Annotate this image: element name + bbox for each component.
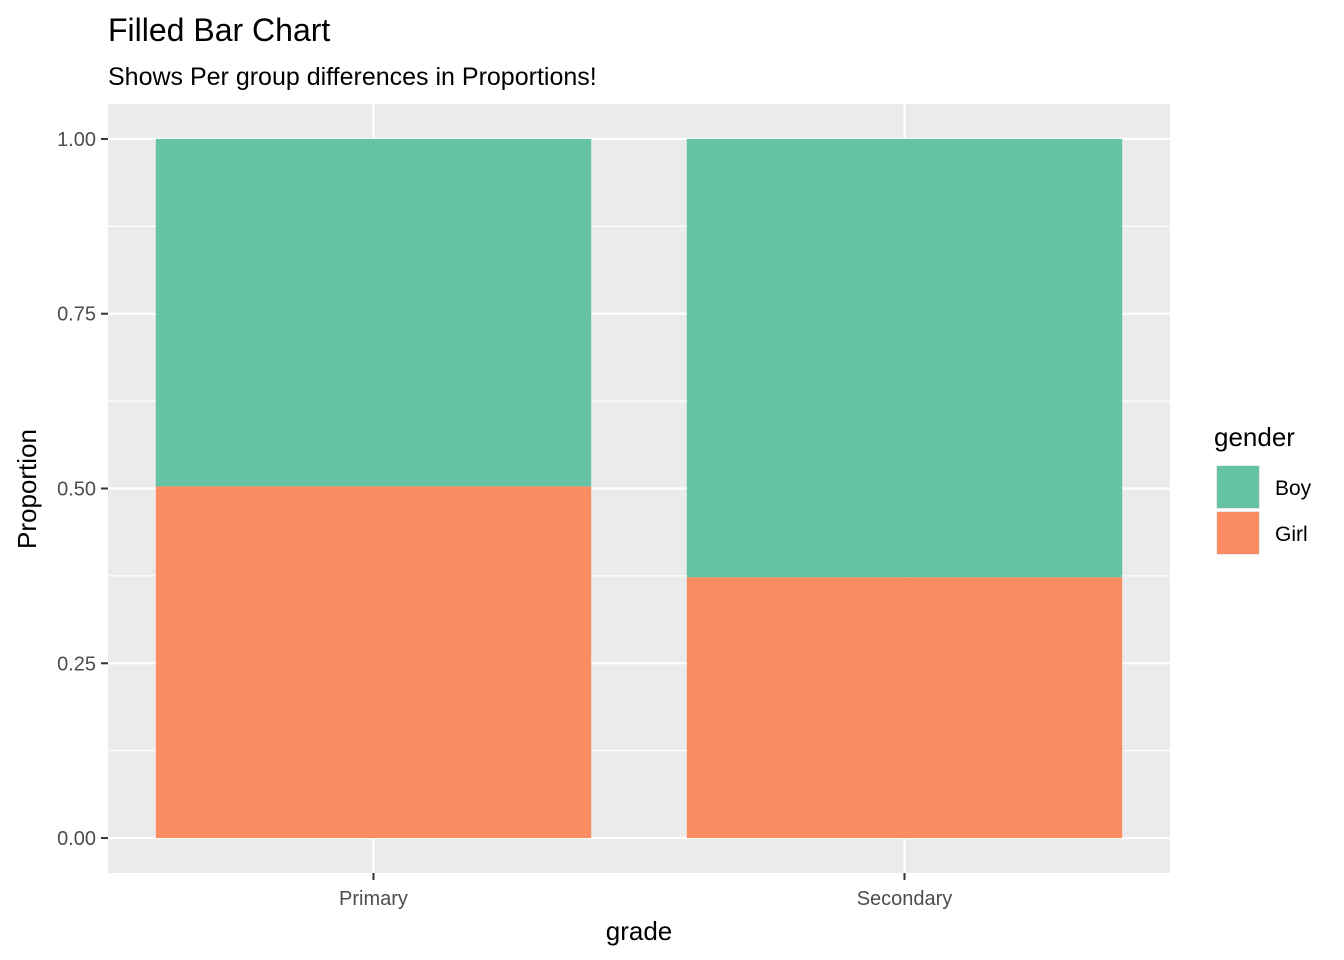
x-axis: Primary Secondary (339, 873, 952, 910)
legend-key-girl (1217, 512, 1259, 554)
y-tick-label: 0.75 (57, 304, 96, 326)
legend: gender Boy Girl (1214, 422, 1312, 555)
legend-label-boy: Boy (1275, 477, 1312, 500)
bar-boy-primary (155, 138, 592, 487)
bar-girl-secondary (686, 577, 1123, 839)
bar-girl-primary (155, 486, 592, 839)
bar-boy-secondary (686, 138, 1123, 578)
chart-subtitle: Shows Per group differences in Proportio… (108, 63, 597, 91)
legend-key-boy (1217, 466, 1259, 508)
legend-label-girl: Girl (1275, 523, 1308, 546)
y-tick-label: 1.00 (57, 129, 96, 151)
y-axis-title: Proportion (12, 429, 42, 549)
x-tick-label: Primary (339, 888, 408, 910)
y-axis: 0.00 0.25 0.50 0.75 1.00 (57, 129, 108, 850)
y-tick-label: 0.25 (57, 653, 96, 675)
y-tick-label: 0.50 (57, 479, 96, 501)
y-tick-label: 0.00 (57, 828, 96, 850)
x-tick-label: Secondary (857, 888, 953, 910)
bars (155, 138, 1123, 839)
chart-title: Filled Bar Chart (108, 12, 330, 48)
x-axis-title: grade (606, 916, 673, 946)
legend-title: gender (1214, 422, 1295, 452)
